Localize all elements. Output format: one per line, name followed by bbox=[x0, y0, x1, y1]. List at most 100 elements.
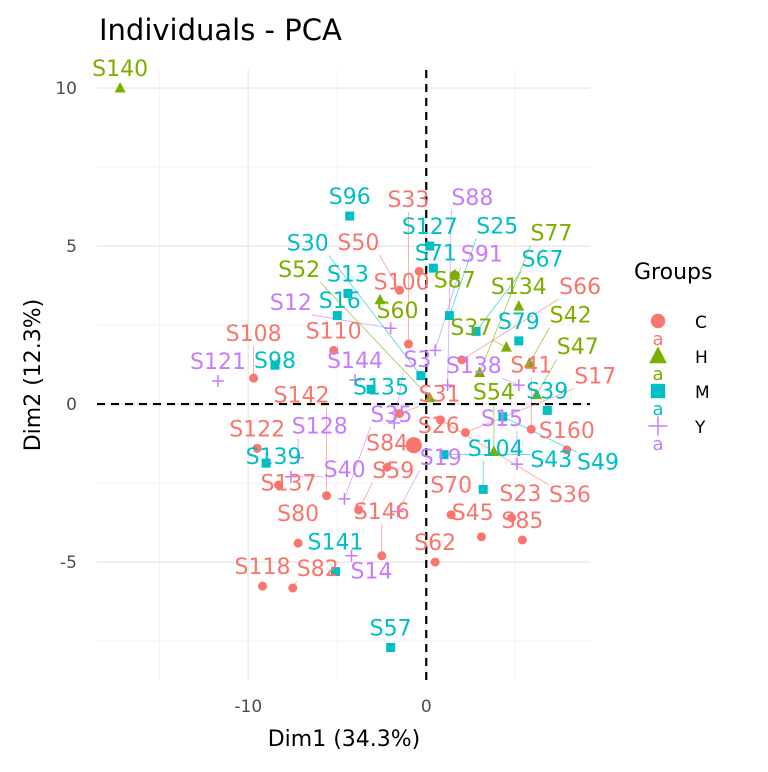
label-leader-line bbox=[529, 327, 550, 364]
point-plus bbox=[441, 379, 454, 392]
y-tick-label: 10 bbox=[55, 79, 77, 99]
point-label: S71 bbox=[415, 242, 457, 267]
point-label: S138 bbox=[446, 354, 502, 379]
point-plus bbox=[284, 470, 297, 483]
point-label: S79 bbox=[498, 310, 540, 335]
point-square bbox=[343, 288, 353, 298]
legend-key-letter: a bbox=[652, 434, 663, 455]
point-square bbox=[514, 336, 524, 346]
point-label: S57 bbox=[370, 616, 412, 641]
point-triangle bbox=[424, 391, 436, 403]
point-circle bbox=[258, 581, 268, 591]
point-label: S50 bbox=[337, 231, 379, 256]
label-leader-line bbox=[536, 358, 558, 395]
legend-title: Groups bbox=[634, 260, 712, 285]
y-tick-label: 0 bbox=[66, 395, 77, 415]
chart-title: Individuals - PCA bbox=[99, 13, 342, 47]
point-label: S96 bbox=[329, 185, 371, 210]
point-label: S35 bbox=[370, 403, 412, 428]
point-label: S17 bbox=[574, 365, 616, 390]
point-plus bbox=[391, 505, 404, 518]
point-label: S139 bbox=[246, 445, 302, 470]
label-leader-line bbox=[447, 209, 452, 386]
point-square bbox=[261, 458, 271, 468]
point-triangle bbox=[649, 346, 667, 364]
point-circle bbox=[526, 424, 536, 434]
point-square bbox=[332, 311, 342, 321]
point-square bbox=[542, 405, 552, 415]
point-circle bbox=[274, 480, 284, 490]
point-plus bbox=[384, 322, 397, 335]
point-label: S127 bbox=[402, 215, 458, 240]
point-label: S128 bbox=[292, 414, 348, 439]
label-leader-line bbox=[319, 281, 431, 399]
point-square bbox=[478, 484, 488, 494]
point-label: S59 bbox=[372, 459, 414, 484]
point-label: S142 bbox=[274, 384, 330, 409]
label-leader-line bbox=[434, 266, 462, 351]
point-label: S14 bbox=[351, 559, 393, 584]
point-circle bbox=[354, 505, 364, 515]
point-circle bbox=[650, 313, 666, 329]
point-label: S12 bbox=[270, 291, 312, 316]
point-label: S88 bbox=[451, 186, 493, 211]
point-label: S67 bbox=[522, 247, 564, 272]
point-label: S26 bbox=[418, 414, 460, 439]
legend-key-letter: a bbox=[652, 364, 663, 385]
x-axis-label: Dim1 (34.3%) bbox=[268, 727, 421, 752]
label-leader-lines bbox=[253, 209, 578, 589]
point-label: S118 bbox=[235, 555, 291, 580]
point-label: S40 bbox=[324, 458, 366, 483]
legend: Groups a Ca Ha Ma Y bbox=[634, 260, 712, 455]
point-circle bbox=[395, 285, 405, 295]
label-leader-line bbox=[397, 470, 421, 512]
point-label: S85 bbox=[501, 509, 543, 534]
point-circle bbox=[460, 428, 470, 438]
point-triangle bbox=[513, 300, 525, 311]
point-plus bbox=[338, 492, 351, 505]
point-label: S23 bbox=[499, 482, 541, 507]
point-circle bbox=[252, 443, 262, 453]
point-label: S141 bbox=[308, 531, 364, 556]
point-square bbox=[428, 263, 438, 273]
point-plus bbox=[349, 374, 362, 387]
point-label: S33 bbox=[387, 188, 429, 213]
label-leader-line bbox=[358, 482, 373, 511]
point-circle bbox=[517, 535, 527, 545]
point-square bbox=[444, 311, 454, 321]
point-circle bbox=[293, 538, 303, 548]
point-label: S31 bbox=[419, 383, 461, 408]
point-label: S140 bbox=[92, 57, 148, 82]
point-square bbox=[416, 371, 426, 381]
point-plus bbox=[292, 451, 305, 464]
point-triangle bbox=[114, 82, 126, 93]
point-triangle bbox=[449, 268, 461, 279]
point-circle bbox=[435, 415, 445, 425]
point-label: S52 bbox=[278, 258, 320, 283]
point-label: S13 bbox=[327, 262, 369, 287]
point-circle bbox=[446, 510, 456, 520]
point-square bbox=[498, 412, 508, 422]
point-label: S110 bbox=[306, 319, 362, 344]
point-circle bbox=[329, 345, 339, 355]
point-label: S108 bbox=[226, 322, 282, 347]
point-circle bbox=[507, 513, 517, 523]
x-tick-label: 0 bbox=[421, 697, 432, 717]
point-triangle bbox=[474, 366, 486, 377]
point-label: S122 bbox=[229, 417, 285, 442]
point-square bbox=[270, 360, 280, 370]
point-circle bbox=[377, 551, 387, 561]
point-label: S60 bbox=[377, 299, 419, 324]
point-square bbox=[330, 567, 340, 577]
point-plus bbox=[648, 416, 668, 436]
point-label: S98 bbox=[254, 349, 296, 374]
point-circle bbox=[322, 491, 332, 501]
point-plus bbox=[429, 344, 442, 357]
point-circle bbox=[249, 373, 259, 383]
point-label: S104 bbox=[468, 437, 524, 462]
point-plus bbox=[345, 549, 358, 562]
point-label: S41 bbox=[510, 353, 552, 378]
label-leader-line bbox=[501, 377, 519, 386]
y-axis-label: Dim2 (12.3%) bbox=[21, 299, 46, 452]
